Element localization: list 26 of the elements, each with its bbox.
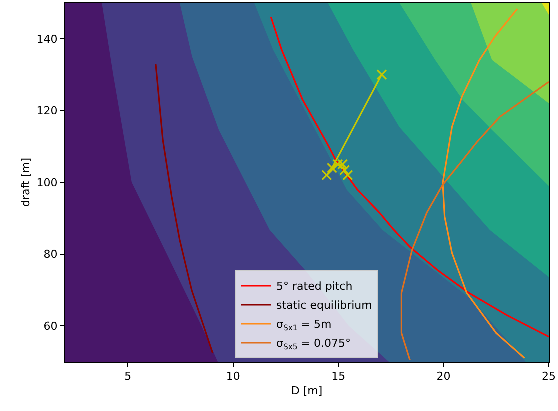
point [376, 70, 388, 80]
line-series [270, 16, 549, 338]
point [342, 170, 354, 181]
y-tick-label: 140 [36, 32, 58, 46]
x-tick-label: 5 [124, 370, 132, 384]
legend-label: σ$_{Sx1}$ = 5m [276, 318, 332, 333]
y-axis-title: draft [m] [19, 158, 32, 208]
point [337, 159, 348, 170]
legend-label: static equilibrium [276, 299, 372, 312]
point [332, 159, 344, 170]
line-series [400, 81, 549, 362]
x-tick-label: 10 [226, 370, 240, 384]
line-series [155, 63, 214, 354]
y-tick-label: 60 [44, 320, 58, 333]
y-tick-label: 80 [44, 248, 58, 262]
x-axis-title: D [m] [291, 384, 323, 398]
y-tick-label: 120 [36, 104, 58, 118]
point [326, 162, 338, 174]
line-series [442, 8, 526, 360]
x-tick-label: 20 [436, 370, 451, 384]
x-tick-label: 25 [542, 370, 556, 384]
y-tick-label: 100 [36, 176, 58, 190]
x-tick-label: 15 [332, 370, 346, 384]
point [322, 170, 332, 181]
legend-label: σ$_{Sx5}$ = 0.075° [276, 337, 352, 352]
legend-label: 5° rated pitch [276, 280, 353, 294]
